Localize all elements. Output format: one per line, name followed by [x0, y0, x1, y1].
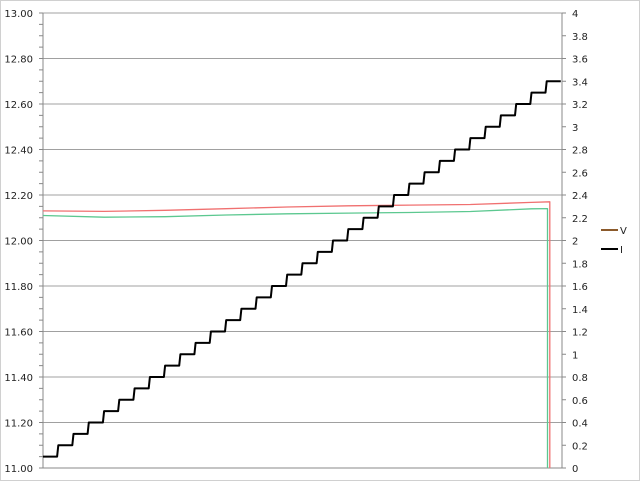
y-left-tick-label: 11.00 — [4, 464, 33, 475]
y-right-tick-label: 0.4 — [572, 419, 588, 430]
y-left-tick-label: 12.80 — [4, 55, 33, 66]
series-line-2 — [43, 80, 561, 458]
y-right-tick-label: 2.8 — [572, 146, 588, 157]
legend-label: V — [620, 226, 627, 237]
y-left-tick-label: 13.00 — [4, 9, 33, 20]
y-right-tick-label: 0.6 — [572, 396, 588, 407]
y-right-tick-label: 0 — [572, 464, 578, 475]
legend-label: I — [620, 245, 623, 256]
y-right-tick-label: 3.6 — [572, 55, 588, 66]
y-right-tick-label: 3 — [572, 123, 578, 134]
y-right-tick-label: 1.4 — [572, 305, 588, 316]
y-right-tick-label: 1.8 — [572, 259, 588, 270]
series-line-1 — [42, 207, 549, 468]
y-right-tick-label: 2.2 — [572, 214, 588, 225]
y-right-tick-label: 0.2 — [572, 441, 588, 452]
y-right-tick-label: 1.6 — [572, 282, 588, 293]
y-right-tick-label: 2.4 — [572, 191, 588, 202]
y-right-tick-label: 1 — [572, 350, 578, 361]
y-left-tick-label: 11.60 — [4, 328, 33, 339]
y-right-tick-label: 1.2 — [572, 328, 588, 339]
y-right-tick-label: 0.8 — [572, 373, 588, 384]
series-line-0 — [42, 201, 551, 468]
y-left-tick-label: 12.40 — [4, 146, 33, 157]
y-left-tick-label: 11.20 — [4, 419, 33, 430]
y-right-tick-label: 3.8 — [572, 32, 588, 43]
y-right-tick-label: 2 — [572, 237, 578, 248]
y-left-tick-label: 12.60 — [4, 100, 33, 111]
y-right-tick-label: 3.2 — [572, 100, 588, 111]
y-left-tick-label: 11.80 — [4, 282, 33, 293]
y-left-tick-label: 12.00 — [4, 237, 33, 248]
y-right-tick-label: 4 — [572, 9, 578, 20]
y-left-tick-label: 11.40 — [4, 373, 33, 384]
y-right-tick-label: 2.6 — [572, 168, 588, 179]
y-right-tick-label: 3.4 — [572, 77, 588, 88]
y-left-tick-label: 12.20 — [4, 191, 33, 202]
